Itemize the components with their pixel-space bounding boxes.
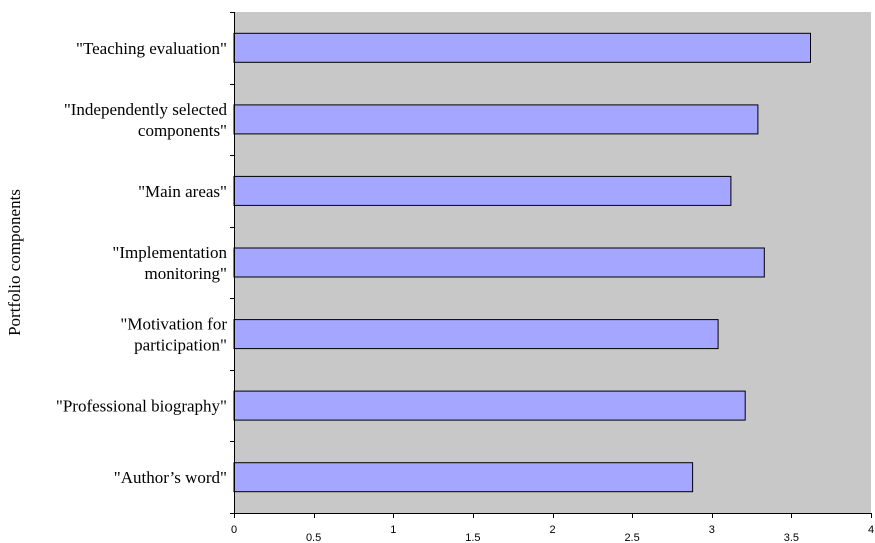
bar-4 [233, 319, 719, 350]
x-tick-label: 1.5 [465, 532, 480, 543]
bar-6 [233, 462, 694, 493]
category-label: components" [138, 121, 227, 140]
bar-2 [233, 175, 732, 206]
category-label: "Main areas" [138, 182, 227, 201]
x-tick-labels: 0 0.5 1 1.5 2 2.5 3 3.5 4 [231, 524, 874, 543]
category-label: "Teaching evaluation" [76, 39, 227, 58]
x-tick-label: 2.5 [624, 532, 639, 543]
x-tick-label: 3 [709, 524, 715, 536]
category-label: "Professional biography" [56, 397, 227, 416]
bar-3 [233, 247, 765, 278]
x-tick-label: 3.5 [784, 532, 799, 543]
category-label: monitoring" [145, 264, 228, 283]
bar-5 [233, 390, 746, 421]
bar-0 [233, 32, 811, 63]
x-tick-label: 4 [868, 524, 874, 536]
category-label: participation" [134, 336, 227, 355]
category-label: "Implementation [112, 243, 227, 262]
category-label: "Author’s word" [114, 468, 227, 487]
y-axis-label: Portfolio components [5, 189, 24, 336]
x-tick-label: 0 [231, 524, 237, 536]
x-tick-label: 1 [390, 524, 396, 536]
category-label: "Motivation for [120, 315, 227, 334]
axes-group [230, 12, 872, 518]
x-tick-label: 0.5 [306, 532, 321, 543]
x-tick-label: 2 [549, 524, 555, 536]
category-label: "Independently selected [64, 100, 228, 119]
bar-1 [233, 104, 759, 135]
bars-group [233, 32, 811, 493]
category-labels: "Teaching evaluation" "Independently sele… [56, 39, 228, 487]
